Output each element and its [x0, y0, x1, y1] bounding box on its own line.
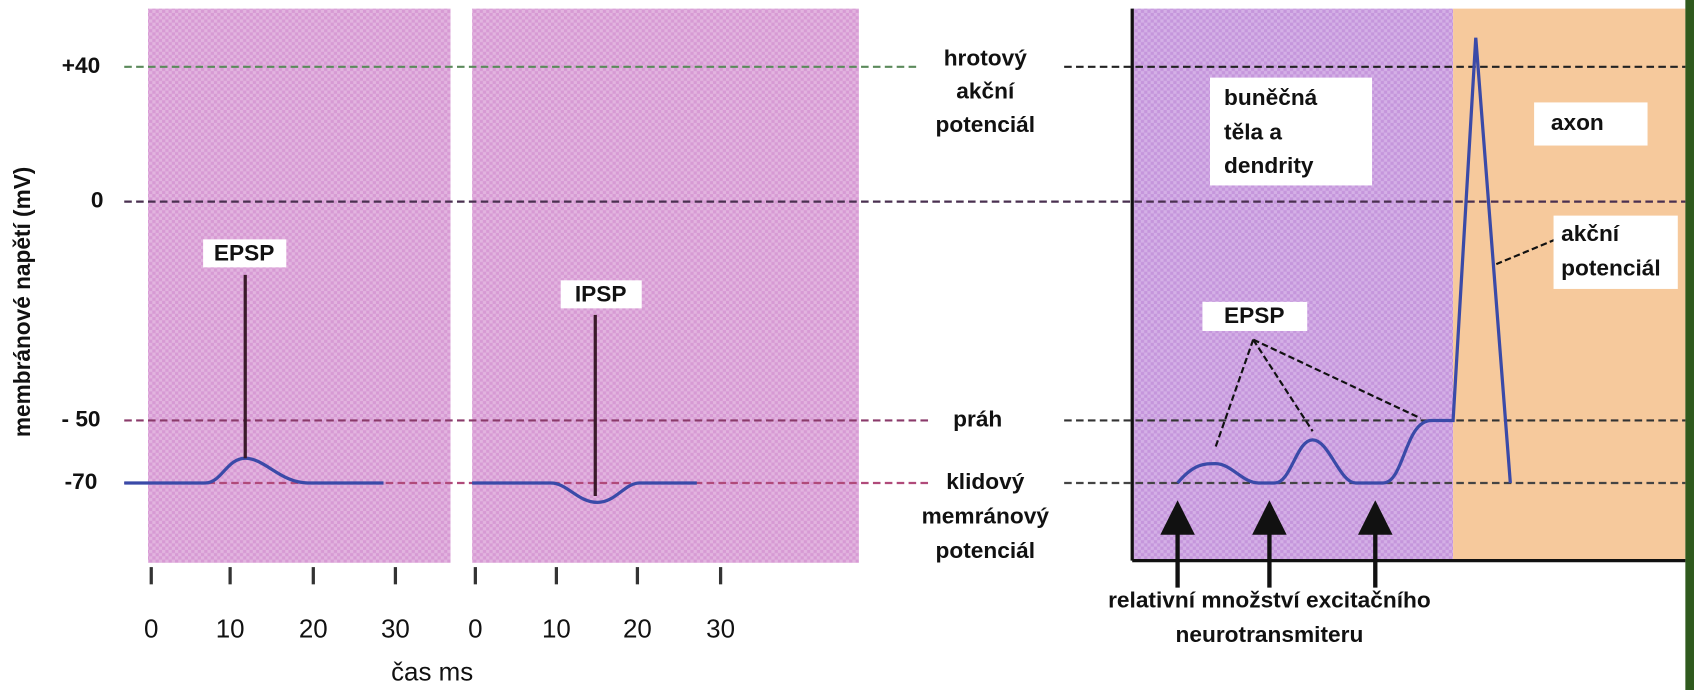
- x-tick: 0: [468, 616, 482, 644]
- y-tick: -70: [65, 468, 98, 494]
- x-tick: 0: [144, 616, 158, 644]
- label: akční: [1561, 220, 1620, 246]
- label: hrotový: [944, 44, 1028, 70]
- label: potenciál: [1561, 255, 1661, 281]
- arrows: [1160, 500, 1393, 588]
- epsp-curve: [124, 456, 384, 485]
- edge-strip: [1685, 0, 1694, 690]
- label: akční: [956, 78, 1015, 104]
- label: axon: [1551, 109, 1604, 135]
- label: EPSP: [214, 239, 275, 265]
- x-tick: 20: [299, 616, 328, 644]
- x-ticks: [149, 567, 723, 585]
- label-box: [560, 280, 642, 309]
- x-tick: 30: [381, 616, 410, 644]
- ipsp-curve: [472, 481, 697, 505]
- panel-ipsp: [472, 8, 859, 563]
- label-box: [1210, 77, 1373, 186]
- label: potenciál: [936, 537, 1036, 563]
- label-box: [918, 40, 1054, 144]
- pointers: [1214, 238, 1557, 448]
- x-axis-label: čas ms: [391, 659, 473, 687]
- label: práh: [953, 405, 1002, 431]
- label: neurotransmiteru: [1176, 621, 1364, 647]
- x-tick: 10: [216, 616, 245, 644]
- summation-curve: [1176, 37, 1512, 485]
- label-box: [203, 239, 287, 268]
- y-tick: - 50: [61, 405, 100, 431]
- label: dendrity: [1224, 152, 1314, 178]
- panel-epsp: [148, 8, 451, 563]
- x-tick: 10: [542, 616, 571, 644]
- label-box: [1553, 215, 1678, 289]
- y-tick: +40: [62, 52, 100, 78]
- x-tick: 20: [623, 616, 652, 644]
- label-box: [1534, 102, 1648, 146]
- label: buněčná: [1224, 84, 1318, 110]
- y-axis-label: membránové napětí (mV): [9, 167, 35, 437]
- y-tick: 0: [91, 187, 104, 213]
- label: relativní množství excitačního: [1108, 587, 1431, 613]
- label: těla a: [1224, 119, 1282, 145]
- label-box: [1202, 301, 1308, 331]
- label: memránový: [922, 502, 1050, 528]
- label: IPSP: [575, 280, 627, 306]
- x-tick: 30: [706, 616, 735, 644]
- label: EPSP: [1224, 302, 1285, 328]
- label: klidový: [946, 468, 1025, 494]
- label: potenciál: [936, 111, 1036, 137]
